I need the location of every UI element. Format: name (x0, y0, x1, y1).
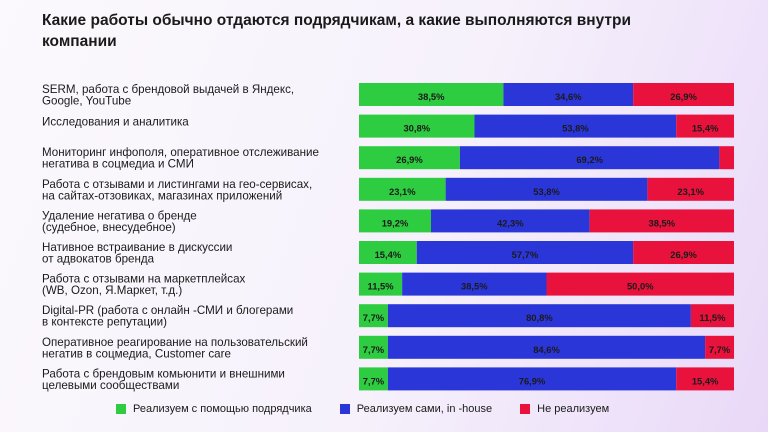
data-label: 57,7% (512, 249, 539, 260)
legend-swatch-inhouse (339, 404, 350, 414)
legend-item-inhouse: Реализуем сами, in -house (339, 403, 493, 415)
bar-segment-series-0 (359, 304, 388, 328)
bar-segment-series-2 (690, 304, 735, 328)
category-label: Удаление негатива о бренде (судебное, вне… (42, 209, 197, 234)
legend-label-inhouse: Реализуем сами, in -house (356, 403, 493, 415)
data-label: 76,9% (519, 375, 546, 386)
data-label: 7,7% (709, 344, 731, 355)
bar-segment-series-0 (359, 272, 403, 296)
bar-segment-series-2 (546, 272, 734, 296)
category-label: Нативное встраивание в дискуссии от адвок… (42, 241, 232, 266)
data-label: 15,4% (692, 375, 719, 386)
bar-segment-series-0 (359, 367, 388, 391)
data-label: 23,1% (677, 186, 704, 197)
bar-segment-series-1 (445, 177, 648, 201)
bar-segment-series-0 (359, 83, 504, 106)
data-label: 11,5% (699, 312, 726, 323)
data-label: 38,5% (461, 281, 488, 292)
legend-swatch-contractor (116, 404, 126, 414)
bar-segment-series-0 (359, 146, 460, 170)
category-label: SERM, работа с брендовой выдачей в Яндек… (42, 83, 294, 108)
data-label: 26,9% (670, 91, 697, 102)
data-label: 26,9% (396, 154, 423, 165)
data-label: 26,9% (670, 249, 697, 260)
data-label: 7,7% (363, 375, 385, 386)
category-label: Работа с брендовым комьюнити и внешними ц… (42, 367, 285, 392)
data-label: 23,1% (389, 186, 416, 197)
data-label: 7,7% (363, 312, 385, 323)
bar-segment-series-2 (676, 367, 734, 391)
bar-segment-series-2 (705, 335, 735, 359)
bar-segment-series-2 (633, 241, 734, 264)
bar-segment-series-2 (676, 114, 734, 138)
legend-label-not-implemented: Не реализуем (537, 403, 610, 415)
bar-segment-series-2 (647, 177, 735, 201)
category-label: Оперативное реагирование на пользователь… (42, 336, 308, 361)
legend: Реализуем с помощью подрядчика Реализуем… (116, 402, 637, 416)
bar-segment-series-1 (416, 241, 634, 264)
data-label: 80,8% (526, 312, 553, 323)
bar-segment-series-2 (719, 146, 735, 170)
legend-item-contractor: Реализуем с помощью подрядчика (116, 403, 312, 415)
category-label: Мониторинг инфополя, оперативное отслежи… (42, 146, 319, 171)
data-label: 53,8% (562, 123, 589, 134)
bar-segment-series-1 (402, 272, 547, 296)
legend-item-not-implemented: Не реализуем (520, 403, 609, 415)
category-label: Работа с отзывами и листингами на гео-се… (42, 178, 312, 203)
legend-label-contractor: Реализуем с помощью подрядчика (133, 403, 312, 415)
data-label: 15,4% (375, 249, 402, 260)
bar-segment-series-1 (459, 146, 720, 170)
data-label: 42,3% (497, 217, 524, 228)
category-label: Digital-PR (работа с онлайн -СМИ и блоге… (42, 304, 293, 329)
data-label: 84,6% (533, 344, 560, 355)
bar-segment-series-0 (359, 335, 388, 359)
data-label: 38,5% (418, 91, 445, 102)
chart-title: Какие работы обычно отдаются подрядчикам… (42, 12, 631, 50)
bar-segment-series-1 (387, 335, 706, 359)
bar-segment-series-1 (387, 367, 677, 391)
bar-segment-series-2 (589, 209, 735, 233)
bar-segment-series-0 (359, 209, 431, 233)
category-label: Работа с отзывами на маркетплейсах (WB, O… (42, 273, 246, 298)
bar-segment-series-0 (359, 241, 417, 264)
data-label: 53,8% (533, 186, 560, 197)
legend-swatch-not-implemented (520, 404, 531, 414)
data-label: 69,2% (576, 154, 603, 165)
bar-segment-series-0 (359, 114, 475, 138)
data-label: 34,6% (555, 91, 582, 102)
data-label: 11,5% (368, 281, 395, 292)
bar-segment-series-2 (633, 83, 734, 106)
data-label: 38,5% (649, 217, 676, 228)
bar-segment-series-1 (503, 83, 634, 106)
data-label: 30,8% (403, 123, 430, 134)
bar-segment-series-1 (431, 209, 590, 233)
bar-segment-series-0 (359, 177, 446, 201)
data-label: 19,2% (382, 217, 409, 228)
category-label: Исследования и аналитика (42, 116, 189, 129)
stacked-bar-chart: SERM, работа с брендовой выдачей в Яндек… (42, 83, 735, 392)
data-label: 7,7% (363, 344, 385, 355)
data-label: 15,4% (692, 123, 719, 134)
data-label: 50,0% (627, 281, 654, 292)
bar-segment-series-1 (387, 304, 691, 328)
bar-segment-series-1 (474, 114, 677, 138)
